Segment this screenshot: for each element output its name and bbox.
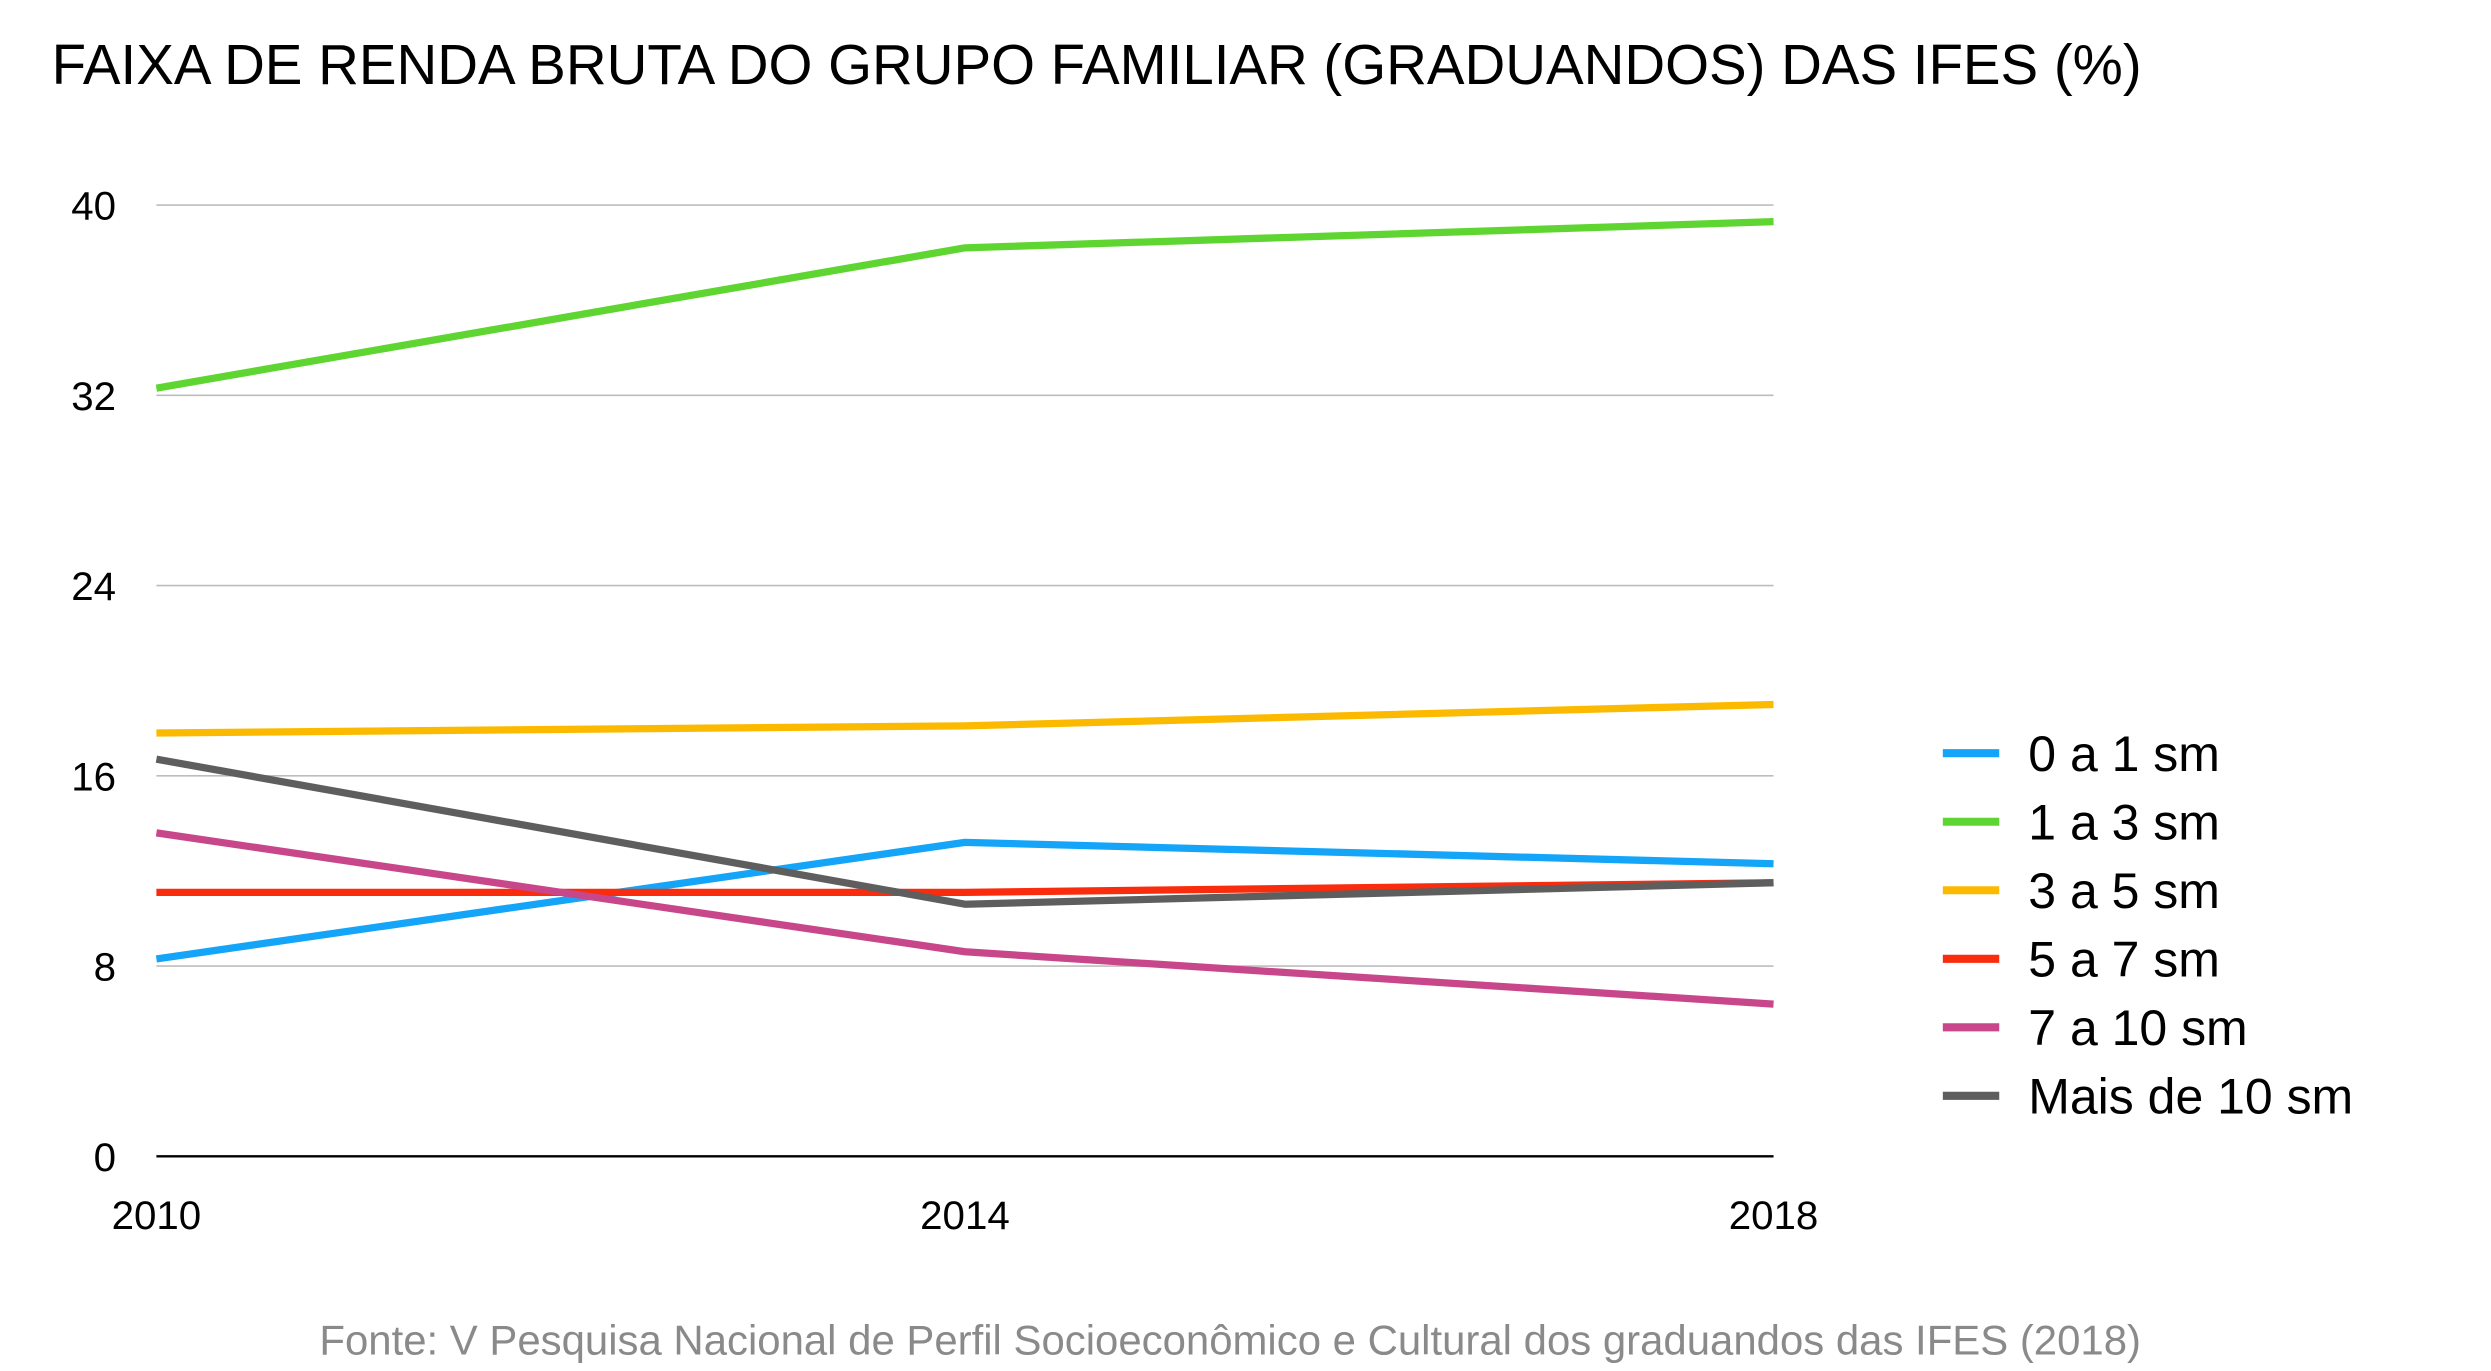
gridlines — [156, 204, 1774, 1158]
series-line-1 — [155, 218, 1774, 392]
legend: 0 a 1 sm 1 a 3 sm 3 a 5 sm 5 a 7 sm 7 a 10 s… — [1942, 726, 2353, 1125]
y-tick-label: 0 — [94, 1135, 116, 1180]
legend-label: Mais de 10 sm — [2028, 1069, 2353, 1125]
y-tick-label: 32 — [71, 374, 116, 419]
series-line-5 — [155, 755, 1774, 908]
y-tick-label: 40 — [71, 184, 116, 229]
legend-label: 0 a 1 sm — [2028, 726, 2220, 782]
x-tick-label: 2010 — [112, 1193, 202, 1238]
series-lines — [155, 218, 1774, 1008]
y-tick-label: 24 — [71, 564, 116, 609]
y-tick-label: 16 — [71, 754, 116, 799]
legend-label: 7 a 10 sm — [2028, 1000, 2247, 1056]
legend-label: 3 a 5 sm — [2028, 863, 2220, 919]
x-tick-label: 2018 — [1729, 1193, 1819, 1238]
y-tick-label: 8 — [94, 945, 116, 990]
series-line-4 — [155, 829, 1774, 1008]
series-line-0 — [155, 838, 1774, 963]
x-axis-ticks: 2010 2014 2018 — [112, 1193, 1819, 1238]
series-line-3 — [156, 879, 1774, 896]
chart-title: FAIXA DE RENDA BRUTA DO GRUPO FAMILIAR (… — [52, 33, 2142, 96]
series-line-2 — [156, 700, 1774, 737]
legend-label: 1 a 3 sm — [2028, 794, 2220, 850]
legend-label: 5 a 7 sm — [2028, 932, 2220, 988]
x-tick-label: 2014 — [920, 1193, 1010, 1238]
y-axis-ticks: 0 8 16 24 32 40 — [71, 184, 116, 1180]
source-note: Fonte: V Pesquisa Nacional de Perfil Soc… — [319, 1317, 2141, 1364]
